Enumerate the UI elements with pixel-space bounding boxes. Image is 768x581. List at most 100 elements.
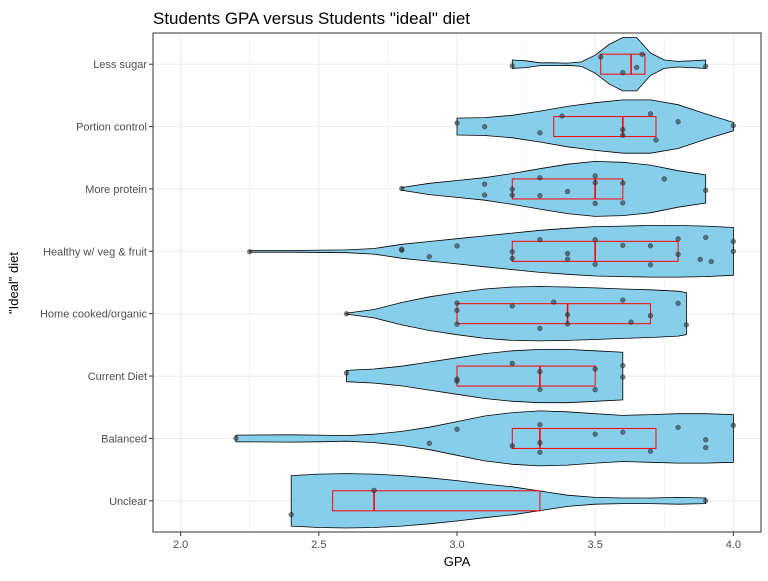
data-point bbox=[564, 250, 571, 257]
data-point bbox=[647, 313, 654, 319]
data-point bbox=[509, 63, 515, 69]
data-point bbox=[537, 237, 543, 243]
y-tick-label: Balanced bbox=[101, 433, 147, 445]
data-point bbox=[509, 443, 515, 449]
box bbox=[456, 365, 596, 387]
data-point bbox=[481, 181, 488, 187]
violin bbox=[401, 160, 707, 217]
data-point bbox=[703, 63, 709, 70]
data-point bbox=[537, 193, 543, 199]
data-point bbox=[426, 253, 433, 260]
y-tick-label: Current Diet bbox=[88, 371, 147, 383]
data-point bbox=[620, 242, 626, 249]
data-point bbox=[620, 362, 626, 369]
data-point bbox=[647, 111, 654, 117]
data-point bbox=[703, 187, 709, 194]
data-point bbox=[509, 192, 515, 198]
violin bbox=[235, 410, 734, 467]
y-tick-label: Home cooked/organic bbox=[40, 309, 148, 321]
violin bbox=[290, 473, 707, 529]
box bbox=[332, 490, 541, 512]
data-point bbox=[564, 321, 571, 327]
data-point bbox=[730, 122, 737, 129]
data-point bbox=[454, 426, 460, 432]
data-point bbox=[592, 366, 598, 372]
data-point bbox=[592, 180, 598, 186]
y-tick-label: Healthy w/ veg & fruit bbox=[43, 246, 147, 258]
data-point bbox=[620, 180, 626, 186]
x-axis-title: GPA bbox=[444, 554, 471, 569]
data-point bbox=[454, 376, 460, 382]
data-point bbox=[247, 249, 253, 255]
data-point bbox=[399, 246, 405, 252]
data-point bbox=[620, 126, 626, 133]
data-point bbox=[454, 307, 460, 314]
data-point bbox=[675, 251, 681, 258]
data-point bbox=[730, 238, 737, 245]
data-point bbox=[564, 256, 571, 262]
data-point bbox=[708, 258, 714, 265]
data-point bbox=[509, 255, 515, 262]
data-point bbox=[592, 261, 598, 267]
data-point bbox=[592, 200, 598, 207]
data-point bbox=[509, 186, 515, 192]
box bbox=[553, 116, 657, 138]
x-tick-label: 3.0 bbox=[449, 539, 464, 551]
data-point bbox=[675, 236, 681, 242]
data-point bbox=[697, 256, 703, 263]
data-point bbox=[703, 444, 709, 451]
x-tick-label: 2.0 bbox=[173, 539, 188, 551]
data-point bbox=[620, 429, 626, 435]
data-point bbox=[647, 448, 654, 454]
data-point bbox=[675, 300, 681, 306]
y-axis-title: "Ideal" diet bbox=[6, 252, 21, 314]
data-point bbox=[426, 440, 433, 446]
data-point bbox=[730, 248, 737, 255]
data-point bbox=[703, 234, 709, 241]
violin bbox=[249, 225, 734, 278]
data-point bbox=[633, 64, 640, 71]
violin bbox=[456, 99, 734, 154]
data-point bbox=[703, 437, 709, 443]
data-point bbox=[592, 431, 598, 437]
x-axis-ticks: 2.0 2.5 3.0 3.5 4.0 bbox=[173, 532, 741, 551]
data-point bbox=[639, 51, 645, 57]
data-point bbox=[343, 370, 350, 376]
y-tick-label: Less sugar bbox=[93, 59, 147, 71]
data-point bbox=[481, 123, 488, 130]
data-point bbox=[454, 120, 460, 126]
data-point bbox=[628, 319, 634, 325]
x-tick-label: 4.0 bbox=[726, 539, 741, 551]
data-point bbox=[343, 311, 350, 317]
data-point bbox=[559, 113, 565, 119]
data-point bbox=[371, 487, 377, 494]
data-point bbox=[454, 321, 460, 327]
data-point bbox=[454, 243, 460, 249]
data-point bbox=[703, 498, 709, 504]
data-point bbox=[675, 424, 681, 431]
data-point bbox=[647, 262, 654, 268]
data-point bbox=[537, 175, 543, 181]
data-point bbox=[509, 360, 515, 367]
data-point bbox=[592, 387, 598, 393]
chart-title: Students GPA versus Students "ideal" die… bbox=[153, 9, 470, 28]
data-point bbox=[592, 237, 598, 243]
data-point bbox=[537, 130, 543, 136]
y-tick-label: More protein bbox=[85, 184, 147, 196]
x-tick-label: 2.5 bbox=[311, 539, 326, 551]
violin bbox=[511, 37, 707, 92]
data-point bbox=[620, 374, 626, 380]
data-point bbox=[647, 243, 654, 249]
y-tick-label: Unclear bbox=[109, 496, 147, 508]
data-point bbox=[551, 299, 557, 305]
data-point bbox=[730, 422, 737, 428]
y-axis-ticks: Less sugar Portion control More protein Hea… bbox=[40, 59, 153, 508]
data-point bbox=[537, 422, 543, 428]
violins bbox=[235, 37, 734, 529]
data-point bbox=[564, 188, 571, 195]
violin bbox=[346, 286, 687, 342]
box bbox=[511, 427, 657, 449]
points bbox=[233, 51, 737, 518]
